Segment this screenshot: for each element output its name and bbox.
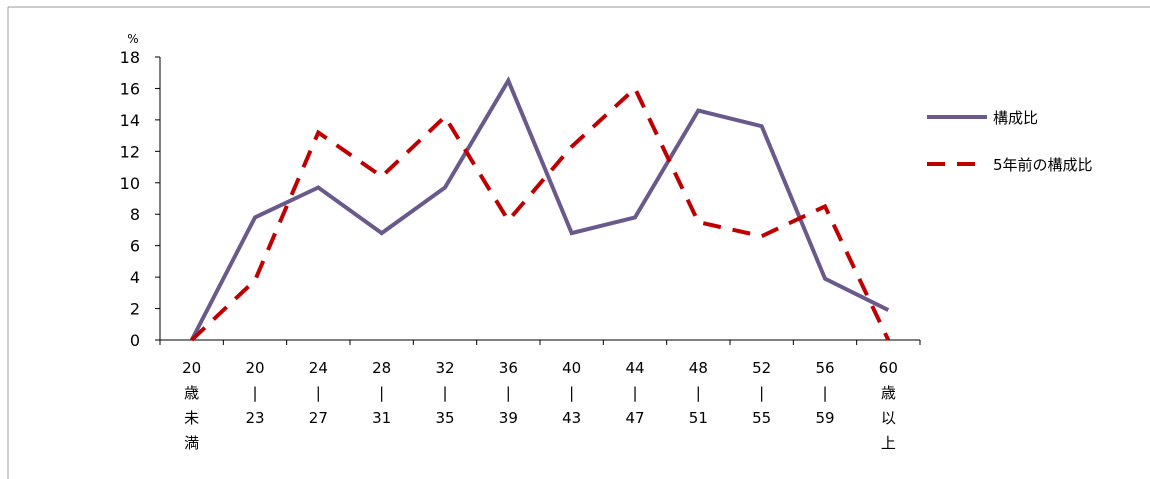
- x-tick-label-line: 20: [182, 359, 201, 377]
- legend-label: 5年前の構成比: [993, 156, 1093, 174]
- data-point: [253, 278, 257, 282]
- x-tick-label-line: 36: [499, 359, 518, 377]
- x-tick-label-line: 27: [309, 409, 328, 427]
- data-point: [570, 231, 574, 235]
- x-tick-label-line: |: [316, 384, 321, 402]
- x-tick-label-line: 31: [372, 409, 391, 427]
- y-tick-label: 0: [130, 331, 140, 350]
- legend: 構成比 5年前の構成比: [927, 109, 1093, 174]
- x-tick-label-line: |: [696, 384, 701, 402]
- x-tick-label-line: |: [379, 384, 384, 402]
- data-point: [886, 338, 890, 342]
- y-tick-label: 12: [120, 142, 140, 161]
- x-category-label: 52 | 55: [752, 359, 771, 427]
- x-tick-label-line: 満: [184, 434, 199, 452]
- data-point: [760, 124, 764, 128]
- x-tick-label-line: |: [822, 384, 827, 402]
- x-category-label: 20 歳未満: [182, 359, 201, 452]
- x-category-label: 56 | 59: [815, 359, 834, 427]
- data-point: [760, 234, 764, 238]
- x-tick-label-line: 以: [881, 409, 896, 427]
- x-tick-label-line: 55: [752, 409, 771, 427]
- y-tick-label: 18: [120, 48, 140, 67]
- y-tick-label: 16: [120, 79, 140, 98]
- series-line-2: [190, 85, 891, 342]
- x-tick-label-line: 52: [752, 359, 771, 377]
- x-category-label: 20 | 23: [245, 359, 264, 427]
- data-point: [570, 145, 574, 149]
- data-point: [380, 174, 384, 178]
- y-tick-label: 8: [130, 205, 140, 224]
- data-point: [696, 220, 700, 224]
- y-tick-label: 2: [130, 300, 140, 319]
- x-tick-label-line: |: [442, 384, 447, 402]
- x-category-label: 32 | 35: [435, 359, 454, 427]
- x-tick-label-line: |: [759, 384, 764, 402]
- data-point: [506, 79, 510, 83]
- data-point: [380, 231, 384, 235]
- x-tick-label-line: |: [632, 384, 637, 402]
- x-tick-label-line: 51: [689, 409, 708, 427]
- x-tick-label-line: 20: [245, 359, 264, 377]
- x-tick-label-line: 上: [881, 434, 896, 452]
- x-category-label: 36 | 39: [499, 359, 518, 427]
- x-tick-label-line: 47: [625, 409, 644, 427]
- y-tick-label: 14: [120, 111, 140, 130]
- x-tick-label-line: |: [569, 384, 574, 402]
- data-point: [696, 108, 700, 112]
- data-point: [316, 185, 320, 189]
- x-tick-label-line: 28: [372, 359, 391, 377]
- x-category-label: 40 | 43: [562, 359, 581, 427]
- x-tick-label-line: 40: [562, 359, 581, 377]
- x-tick-label-line: |: [506, 384, 511, 402]
- data-point: [823, 204, 827, 208]
- data-point: [886, 308, 890, 312]
- y-tick-label: 6: [130, 237, 140, 256]
- series-line-1: [189, 76, 890, 341]
- data-point: [633, 215, 637, 219]
- x-tick-label-line: 43: [562, 409, 581, 427]
- x-category-label: 60 歳以上: [879, 359, 898, 452]
- x-tick-label-line: 48: [689, 359, 708, 377]
- x-tick-label-line: 23: [245, 409, 264, 427]
- series-group: [189, 76, 891, 342]
- y-tick-label: 4: [130, 268, 140, 287]
- data-point: [443, 185, 447, 189]
- x-tick-label-line: 35: [435, 409, 454, 427]
- x-category-label: 44 | 47: [625, 359, 644, 427]
- x-tick-label-line: 歳: [184, 384, 199, 402]
- y-unit-label: %: [127, 32, 138, 46]
- x-category-label: 28 | 31: [372, 359, 391, 427]
- data-point: [823, 277, 827, 281]
- data-point: [633, 86, 637, 90]
- legend-label: 構成比: [993, 109, 1038, 127]
- x-tick-label-line: 60: [879, 359, 898, 377]
- y-tick-label: 10: [120, 174, 140, 193]
- x-category-label: 48 | 51: [689, 359, 708, 427]
- data-point: [506, 219, 510, 223]
- x-tick-label-line: 39: [499, 409, 518, 427]
- axes: 02468101214161820歳未満20|2324|2728|3132|35…: [120, 48, 921, 452]
- x-tick-label-line: 59: [815, 409, 834, 427]
- x-tick-label-line: 24: [309, 359, 328, 377]
- x-category-label: 24 | 27: [309, 359, 328, 427]
- x-tick-label-line: 32: [435, 359, 454, 377]
- x-tick-label-line: 56: [815, 359, 834, 377]
- x-tick-label-line: 44: [625, 359, 644, 377]
- x-tick-label-line: |: [252, 384, 257, 402]
- data-point: [443, 115, 447, 119]
- x-tick-label-line: 歳: [881, 384, 896, 402]
- data-point: [253, 215, 257, 219]
- x-tick-label-line: 未: [184, 409, 199, 427]
- data-point: [190, 338, 194, 342]
- data-point: [316, 130, 320, 134]
